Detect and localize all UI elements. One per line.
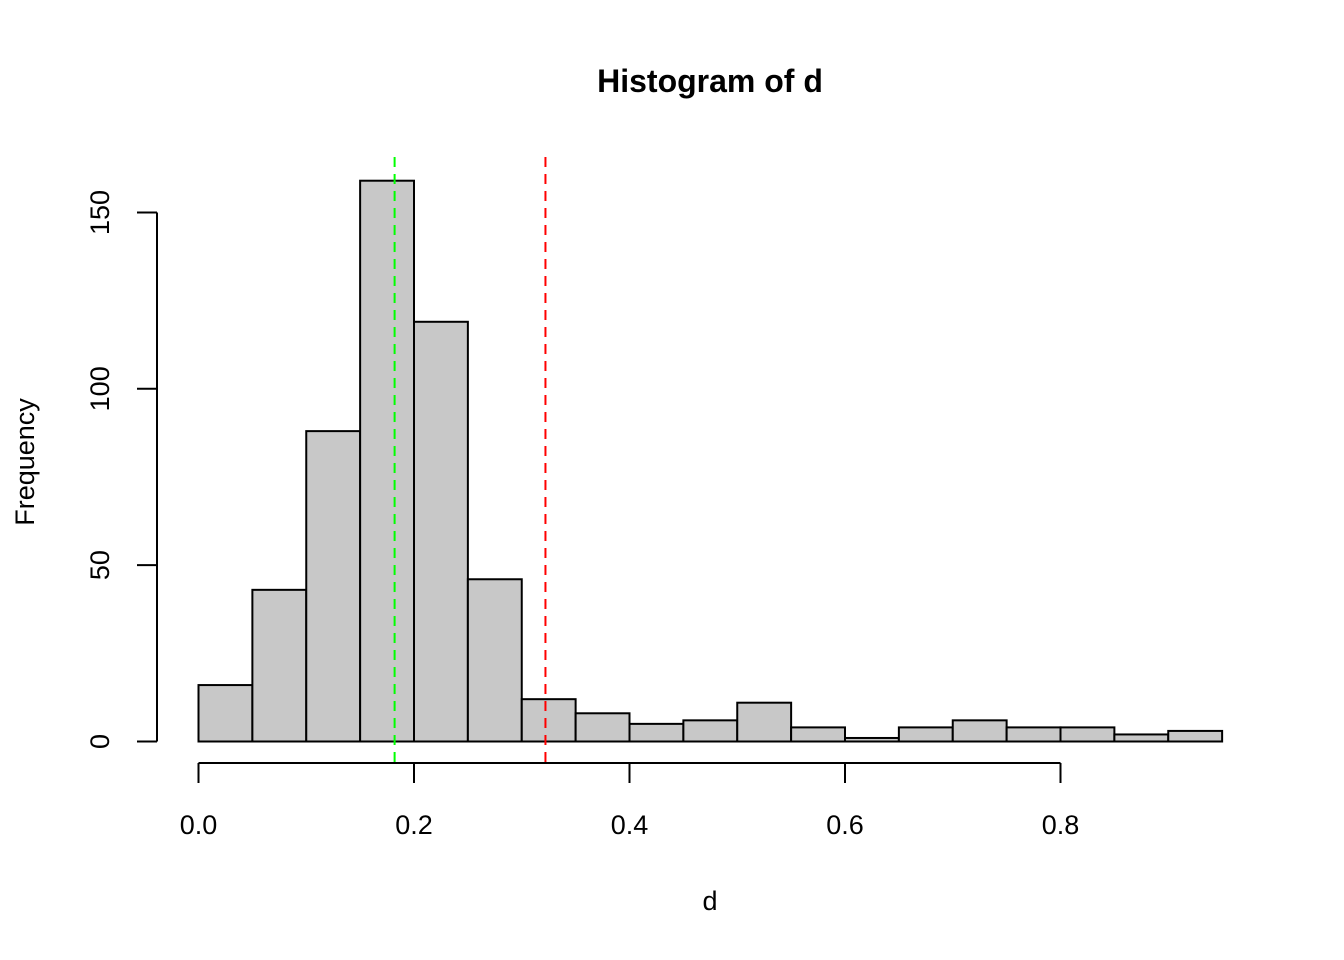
x-tick-label: 0.0	[180, 810, 218, 840]
histogram-bar	[1005, 726, 1062, 743]
histogram-bar	[251, 588, 308, 743]
y-tick-label: 100	[85, 366, 115, 411]
x-axis-label: d	[702, 886, 717, 916]
histogram-bar	[736, 701, 793, 743]
histogram-bar	[197, 684, 254, 743]
x-tick-label: 0.4	[611, 810, 649, 840]
histogram-bar	[413, 320, 469, 743]
histogram-bar	[951, 719, 1008, 743]
x-axis: 0.0 0.2 0.4 0.6 0.8	[180, 762, 1080, 840]
x-tick-label: 0.2	[395, 810, 433, 840]
y-tick-label: 50	[85, 550, 115, 580]
y-axis-label: Frequency	[10, 398, 40, 526]
histogram-bar	[682, 719, 739, 743]
histogram-bar	[520, 698, 577, 743]
histogram-bar	[790, 726, 846, 743]
histogram-bar	[628, 722, 685, 743]
y-tick-label: 150	[85, 190, 115, 235]
histogram-bar	[466, 578, 523, 743]
bars-group	[197, 179, 1224, 743]
histogram-bar	[574, 712, 631, 743]
y-axis: 0 50 100 150	[85, 190, 158, 749]
x-tick-label: 0.6	[826, 810, 864, 840]
histogram-bar	[359, 179, 415, 743]
y-tick-label: 0	[85, 734, 115, 749]
histogram-bar	[844, 736, 900, 743]
chart-title: Histogram of d	[597, 63, 823, 99]
histogram-bar	[1113, 733, 1170, 743]
histogram-bar	[305, 430, 362, 743]
histogram-bar	[897, 726, 954, 743]
histogram-bar	[1059, 726, 1116, 743]
x-tick-label: 0.8	[1042, 810, 1080, 840]
histogram-bar	[1167, 729, 1224, 743]
